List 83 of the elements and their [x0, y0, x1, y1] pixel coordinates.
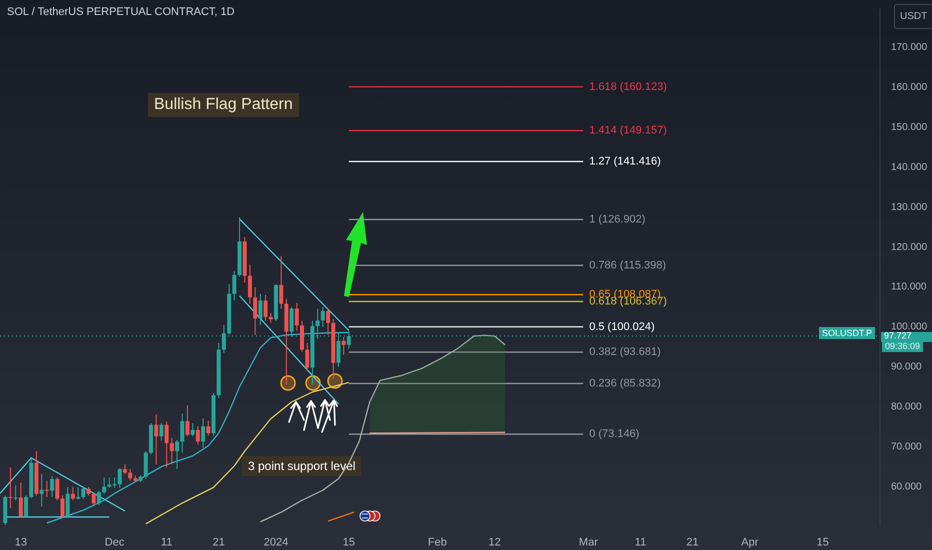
candlestick [180, 413, 184, 454]
candlestick [320, 306, 325, 328]
series-label: 0.382 (93.681) [589, 346, 661, 358]
candlestick [248, 264, 252, 304]
candlestick [264, 294, 268, 322]
candlestick [232, 270, 236, 302]
candlestick [253, 286, 258, 336]
candlestick [326, 308, 330, 336]
candlestick [18, 482, 23, 518]
candlestick [40, 473, 44, 508]
candlestick [170, 437, 174, 465]
candlestick [206, 420, 210, 436]
series-label: 1.414 (149.157) [589, 124, 667, 137]
candlestick [128, 468, 132, 482]
candlestick [50, 475, 54, 498]
candlestick [96, 490, 101, 506]
chart-title: SOL / TetherUS PERPETUAL CONTRACT, 1D [7, 6, 235, 18]
series-label: 0.786 (115.398) [589, 259, 666, 272]
candlestick [279, 256, 284, 310]
x-tick-label: 2024 [264, 536, 288, 549]
series-label: 0.236 (85.832) [589, 378, 661, 390]
y-tick-label: 120.000 [891, 242, 928, 253]
candlestick [70, 486, 75, 501]
y-tick-label: 170.000 [891, 42, 928, 54]
x-tick-label: 13 [14, 536, 27, 549]
candlestick [81, 486, 86, 500]
x-tick-label: Apr [741, 536, 759, 549]
y-tick-label: 100.000 [891, 322, 928, 333]
series-label: 1 (126.902) [589, 213, 646, 226]
candlestick [268, 312, 273, 324]
series-label: 1.27 (141.416) [589, 156, 661, 168]
candlestick [92, 492, 96, 506]
candlestick [185, 404, 190, 437]
y-tick-label: 160.000 [891, 82, 928, 94]
candlestick [102, 476, 106, 494]
y-tick-label: 140.000 [891, 162, 928, 173]
candlestick [258, 293, 262, 326]
candlestick [55, 476, 60, 501]
candlestick [175, 439, 180, 470]
candlestick [122, 464, 127, 475]
candlestick [201, 418, 206, 448]
x-tick-label: Mar [578, 536, 598, 549]
ref-line-label: 97.727 [884, 330, 912, 340]
y-tick-label: 90.000 [891, 362, 922, 373]
y-tick-label: 150.000 [891, 122, 928, 133]
candlestick [342, 336, 346, 356]
y-tick-label: 80.000 [891, 402, 922, 413]
candlestick [154, 414, 158, 465]
candlestick [164, 421, 169, 468]
candlestick [24, 494, 28, 518]
annotation: Bullish Flag Pattern [148, 93, 299, 117]
candlestick [305, 342, 310, 372]
candlestick [60, 494, 64, 518]
candlestick [144, 450, 148, 480]
candlestick [190, 422, 195, 437]
candlestick [118, 468, 122, 488]
candlestick [76, 486, 80, 500]
y-tick-label: 110.000 [891, 282, 927, 293]
y-tick-label: 130.000 [891, 202, 928, 213]
candlestick [294, 302, 299, 332]
y-tick-label: 70.000 [891, 441, 922, 452]
x-tick-label: 15 [816, 536, 829, 549]
y-axis-title: USDT [894, 4, 932, 29]
candlestick [196, 426, 200, 446]
candlestick [66, 486, 70, 518]
annotation: SOLUSDT.P [819, 327, 876, 339]
candlestick [159, 422, 164, 442]
candlestick [44, 480, 49, 498]
x-tick-label: 15 [342, 536, 355, 549]
series-label: 1.618 (160.123) [589, 80, 667, 93]
x-tick-label: 11 [160, 536, 172, 549]
series-label: 0 (73.146) [589, 428, 640, 440]
y-tick-label: 60.000 [891, 481, 922, 492]
x-tick-label: Dec [104, 536, 125, 549]
candlestick [8, 466, 12, 509]
x-tick-label: 21 [686, 536, 699, 549]
x-tick-label: 21 [212, 536, 225, 549]
series-label: 0.5 (100.024) [589, 320, 655, 333]
text: 09:36:09 [882, 340, 924, 352]
x-tick-label: 12 [488, 536, 501, 549]
candlestick [14, 484, 18, 501]
x-tick-label: 11 [634, 536, 646, 549]
x-tick-label: Feb [428, 536, 447, 549]
